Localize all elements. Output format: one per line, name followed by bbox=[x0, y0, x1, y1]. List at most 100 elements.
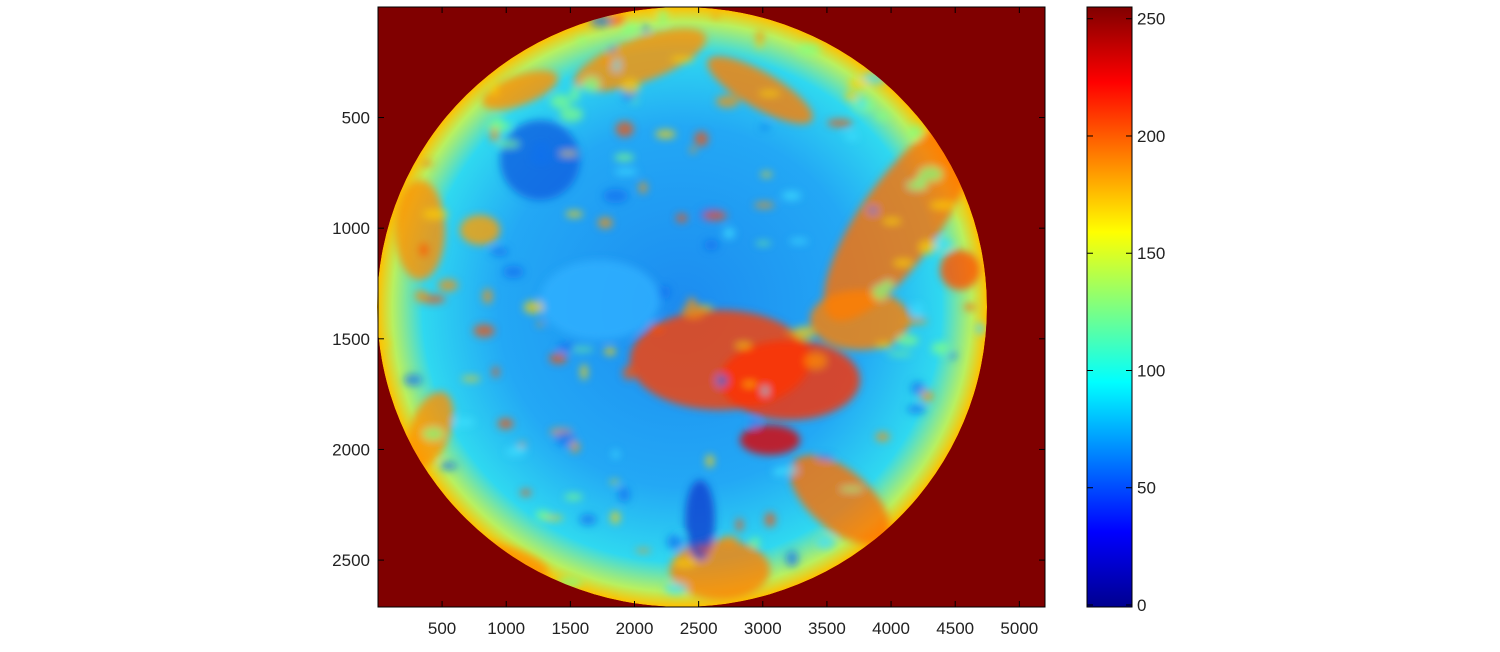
cloud-speck bbox=[918, 240, 937, 255]
cloud-region bbox=[707, 56, 813, 124]
cloud-speck bbox=[689, 146, 697, 154]
colorbar-tick-label: 200 bbox=[1137, 127, 1165, 146]
cloud-speck bbox=[896, 334, 919, 347]
x-tick-label: 1500 bbox=[551, 619, 589, 638]
cloud-speck bbox=[655, 129, 676, 139]
cloud-speck bbox=[597, 58, 616, 65]
y-tick-label: 500 bbox=[342, 109, 370, 128]
x-tick-label: 3000 bbox=[744, 619, 782, 638]
cloud-speck bbox=[906, 404, 926, 414]
cloud-speck bbox=[497, 418, 514, 430]
colorbar-tick-label: 100 bbox=[1137, 361, 1165, 380]
colorbar-tick-label: 50 bbox=[1137, 479, 1156, 498]
cloud-speck bbox=[505, 446, 527, 457]
cloud-speck bbox=[882, 218, 902, 225]
cloud-speck bbox=[930, 201, 956, 209]
cloud-speck bbox=[856, 99, 867, 110]
cloud-speck bbox=[948, 352, 957, 360]
x-tick-label: 3500 bbox=[808, 619, 846, 638]
x-tick-label: 1000 bbox=[487, 619, 525, 638]
cloud-speck bbox=[414, 289, 428, 303]
y-tick-label: 1500 bbox=[332, 330, 370, 349]
cloud-region bbox=[482, 70, 558, 110]
cloud-speck bbox=[716, 374, 728, 387]
cloud-speck bbox=[887, 351, 913, 356]
cloud-speck bbox=[796, 43, 821, 56]
y-tick-label: 2500 bbox=[332, 551, 370, 570]
cloud-speck bbox=[658, 285, 671, 299]
cloud-speck bbox=[815, 535, 836, 550]
cloud-speck bbox=[422, 427, 445, 441]
cloud-speck bbox=[497, 140, 520, 148]
cloud-speck bbox=[875, 432, 890, 442]
cloud-speck bbox=[761, 385, 769, 396]
cloud-speck bbox=[657, 9, 669, 26]
cloud-speck bbox=[804, 353, 827, 369]
cloud-speck bbox=[492, 366, 500, 378]
y-tick-label: 2000 bbox=[332, 440, 370, 459]
x-tick-label: 4500 bbox=[936, 619, 974, 638]
cloud-speck bbox=[490, 247, 509, 257]
earth-disk bbox=[377, 7, 987, 607]
cloud-speck bbox=[906, 180, 928, 191]
cloud-speck bbox=[715, 95, 740, 108]
cloud-speck bbox=[619, 22, 639, 36]
cloud-speck bbox=[781, 191, 802, 201]
cloud-speck bbox=[609, 46, 616, 53]
cloud-speck bbox=[615, 121, 634, 137]
cloud-speck bbox=[610, 511, 621, 524]
cloud-speck bbox=[502, 265, 524, 279]
cloud-speck bbox=[785, 329, 794, 336]
cloud-speck bbox=[702, 210, 727, 221]
cloud-speck bbox=[847, 78, 869, 89]
cloud-speck bbox=[535, 510, 550, 520]
cloud-speck bbox=[742, 381, 757, 387]
cloud-speck bbox=[712, 12, 720, 20]
colorbar-tick-label: 0 bbox=[1137, 596, 1146, 615]
cloud-speck bbox=[912, 302, 923, 316]
cloud-speck bbox=[931, 341, 950, 355]
cloud-speck bbox=[703, 239, 719, 251]
cloud-speck bbox=[675, 213, 688, 223]
cloud-speck bbox=[638, 181, 648, 194]
cloud-speck bbox=[764, 512, 776, 528]
cloud-speck bbox=[577, 37, 587, 45]
cloud-speck bbox=[670, 56, 695, 63]
cloud-speck bbox=[664, 582, 688, 595]
cloud-speck bbox=[754, 202, 775, 209]
cloud-speck bbox=[755, 41, 763, 49]
cloud-speck bbox=[550, 94, 571, 109]
cloud-region bbox=[790, 455, 890, 545]
cloud-speck bbox=[907, 125, 924, 140]
cloud-speck bbox=[614, 153, 635, 162]
cloud-speck bbox=[461, 376, 481, 382]
cloud-speck bbox=[933, 238, 953, 250]
colorbar-tick-label: 250 bbox=[1137, 10, 1165, 29]
cloud-speck bbox=[793, 326, 815, 340]
cloud-speck bbox=[681, 303, 705, 319]
cloud-speck bbox=[778, 466, 799, 474]
cloud-speck bbox=[614, 168, 638, 176]
cloud-speck bbox=[523, 300, 544, 314]
plot-frame bbox=[377, 6, 1046, 608]
cloud-speck bbox=[868, 207, 878, 214]
cloud-speck bbox=[735, 518, 744, 532]
cloud-speck bbox=[549, 352, 568, 364]
cloud-speck bbox=[418, 243, 429, 257]
cloud-speck bbox=[902, 317, 928, 325]
cloud-speck bbox=[760, 171, 773, 178]
y-tick-label: 1000 bbox=[332, 219, 370, 238]
x-tick-label: 2500 bbox=[680, 619, 718, 638]
cloud-speck bbox=[882, 280, 894, 291]
cloud-speck bbox=[622, 365, 636, 381]
cloud-speck bbox=[875, 111, 890, 121]
x-tick-label: 5000 bbox=[1000, 619, 1038, 638]
cloud-speck bbox=[750, 419, 759, 428]
cloud-speck bbox=[759, 125, 770, 130]
cloud-speck bbox=[555, 431, 575, 447]
cloud-speck bbox=[705, 454, 715, 468]
cloud-region bbox=[540, 260, 660, 340]
cloud-speck bbox=[532, 142, 550, 152]
cloud-speck bbox=[641, 24, 650, 32]
cloud-speck bbox=[611, 450, 620, 459]
